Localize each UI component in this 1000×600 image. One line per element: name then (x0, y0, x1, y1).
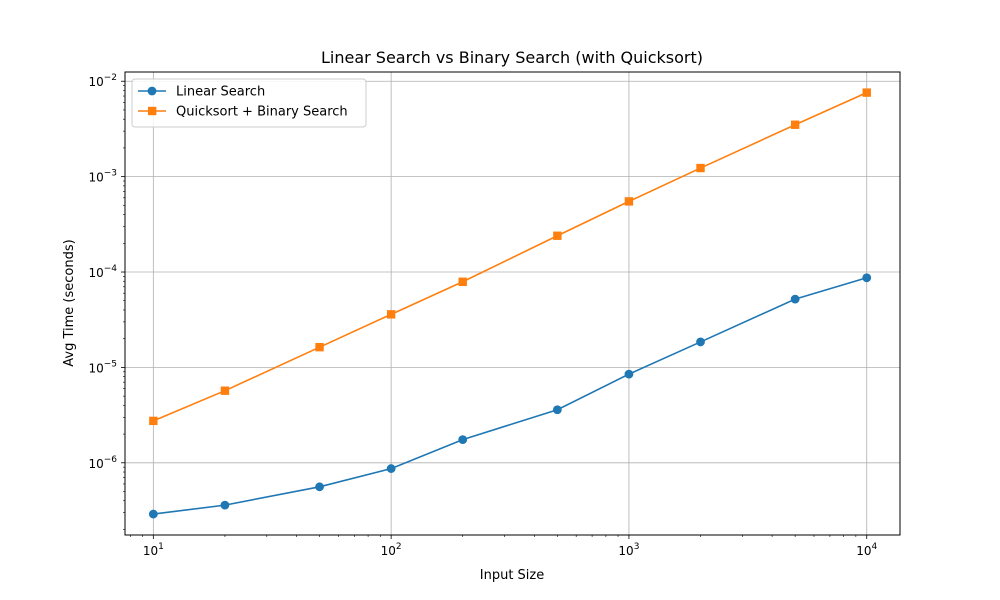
y-tick-exponent: −6 (104, 455, 118, 465)
y-tick-label: 10−2 (88, 73, 117, 89)
y-tick-exponent: −3 (104, 169, 117, 179)
series-0 (148, 273, 872, 519)
data-point (386, 464, 396, 473)
y-tick-exponent: −5 (104, 359, 117, 369)
x-tick-label: 103 (618, 542, 639, 558)
data-point (386, 310, 396, 319)
y-tick-base: 10 (88, 266, 103, 280)
y-tick-base: 10 (88, 75, 103, 89)
y-tick-base: 10 (88, 171, 103, 185)
data-point (149, 416, 158, 426)
data-point (862, 273, 872, 283)
legend-marker (147, 86, 157, 96)
x-tick-base: 10 (856, 544, 871, 558)
data-point (624, 197, 634, 206)
data-point (458, 435, 468, 445)
data-point (553, 231, 562, 240)
y-tick-exponent: −4 (104, 264, 118, 274)
data-point (552, 405, 562, 415)
data-point (696, 337, 705, 347)
x-tick-base: 10 (618, 544, 633, 558)
data-point (220, 500, 230, 510)
series-1 (149, 88, 871, 426)
data-point (790, 294, 800, 304)
legend-item: Quicksort + Binary Search (138, 105, 348, 120)
data-point (696, 163, 705, 173)
series-line (153, 91, 868, 422)
chart-title: Linear Search vs Binary Search (with Qui… (321, 48, 703, 67)
data-point (220, 386, 230, 395)
data-point (148, 509, 158, 519)
x-tick-exponent: 2 (396, 542, 402, 552)
x-tick-base: 10 (381, 544, 396, 558)
legend-label: Linear Search (176, 85, 265, 100)
legend: Linear Search Quicksort + Binary Search (131, 78, 367, 128)
series-line (153, 277, 867, 515)
data-point (624, 369, 634, 379)
legend-box (131, 78, 367, 128)
data-point (458, 277, 467, 286)
data-point (315, 342, 324, 352)
y-tick-base: 10 (88, 361, 103, 375)
data-point (315, 482, 324, 492)
x-tick-exponent: 3 (634, 542, 640, 552)
data-point (790, 120, 800, 129)
x-tick-exponent: 4 (872, 542, 878, 552)
x-tick-base: 10 (143, 544, 158, 558)
x-tick-label: 104 (856, 542, 877, 558)
y-tick-label: 10−3 (88, 169, 117, 185)
legend-item: Linear Search (138, 85, 265, 100)
data-point (862, 88, 871, 97)
x-tick-label: 102 (381, 542, 402, 558)
x-axis: 101 102 103 104 (129, 535, 878, 558)
y-axis: 10−610−510−410−310−2 (88, 73, 125, 530)
x-axis-label: Input Size (480, 568, 544, 583)
x-tick-label: 101 (143, 542, 164, 558)
legend-marker (148, 106, 157, 116)
y-tick-label: 10−6 (88, 455, 117, 471)
legend-label: Quicksort + Binary Search (176, 105, 348, 120)
y-tick-exponent: −2 (104, 73, 117, 83)
y-tick-label: 10−5 (88, 359, 117, 375)
y-tick-label: 10−4 (88, 264, 117, 280)
y-axis-label: Avg Time (seconds) (62, 239, 77, 366)
x-tick-exponent: 1 (158, 542, 164, 552)
y-tick-base: 10 (88, 457, 103, 471)
series-layer (148, 88, 872, 519)
plot-frame (124, 71, 901, 536)
